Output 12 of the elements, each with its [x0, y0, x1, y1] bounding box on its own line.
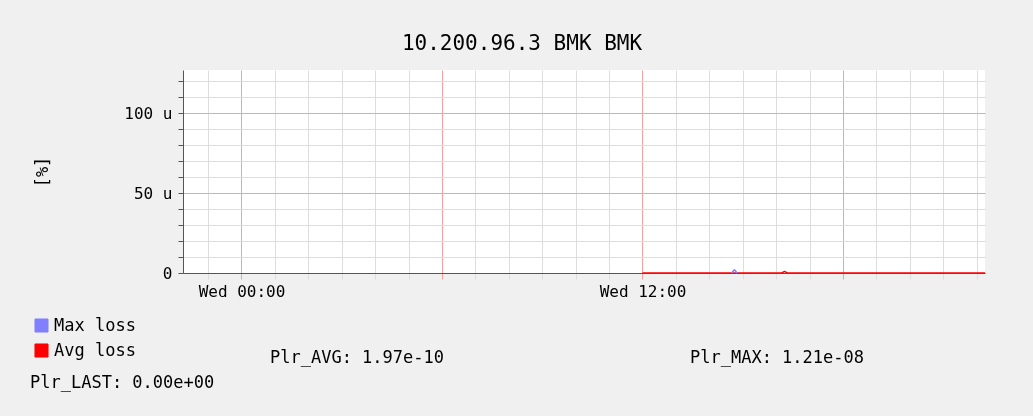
text: Plr_LAST: 0.00e+00	[30, 372, 215, 392]
legend-label: Avg loss	[54, 339, 136, 360]
x-tick-label: Wed 12:00	[599, 281, 687, 301]
y-tick-label: 0	[162, 263, 173, 283]
text: Plr_MAX: 1.21e-08	[690, 347, 864, 367]
text: Plr_AVG: 1.97e-10	[270, 347, 444, 367]
x-tick-label: Wed 00:00	[198, 281, 286, 301]
legend-label: Max loss	[54, 314, 136, 335]
y-axis-title: [%]	[32, 156, 53, 188]
chart-title: 10.200.96.3 BMK BMK	[401, 31, 643, 55]
y-tick-label: 50 u	[133, 183, 173, 203]
y-tick-label: 100 u	[124, 103, 173, 123]
